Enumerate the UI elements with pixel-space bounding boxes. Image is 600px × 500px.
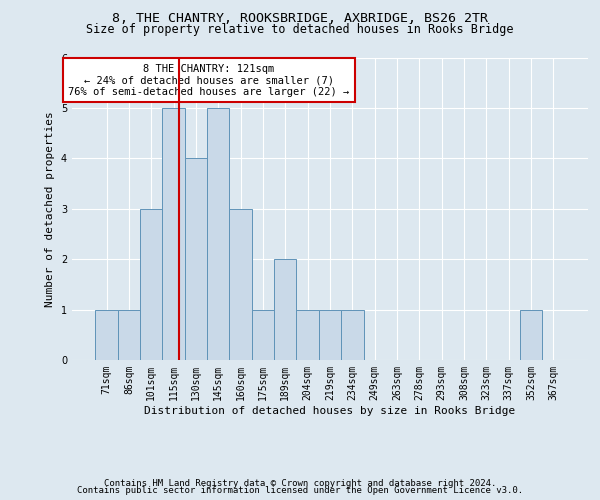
Bar	[296, 310, 319, 360]
Bar	[341, 310, 364, 360]
Bar	[163, 108, 185, 360]
Text: Size of property relative to detached houses in Rooks Bridge: Size of property relative to detached ho…	[86, 22, 514, 36]
Bar	[118, 310, 140, 360]
Bar	[140, 209, 163, 360]
Y-axis label: Number of detached properties: Number of detached properties	[46, 111, 55, 306]
Text: 8 THE CHANTRY: 121sqm
← 24% of detached houses are smaller (7)
76% of semi-detac: 8 THE CHANTRY: 121sqm ← 24% of detached …	[68, 64, 349, 97]
Bar	[319, 310, 341, 360]
Bar	[95, 310, 118, 360]
Bar	[274, 259, 296, 360]
Bar	[252, 310, 274, 360]
Text: Contains public sector information licensed under the Open Government Licence v3: Contains public sector information licen…	[77, 486, 523, 495]
Bar	[229, 209, 252, 360]
X-axis label: Distribution of detached houses by size in Rooks Bridge: Distribution of detached houses by size …	[145, 406, 515, 415]
Bar	[207, 108, 229, 360]
Bar	[520, 310, 542, 360]
Bar	[185, 158, 207, 360]
Text: Contains HM Land Registry data © Crown copyright and database right 2024.: Contains HM Land Registry data © Crown c…	[104, 478, 496, 488]
Text: 8, THE CHANTRY, ROOKSBRIDGE, AXBRIDGE, BS26 2TR: 8, THE CHANTRY, ROOKSBRIDGE, AXBRIDGE, B…	[112, 12, 488, 26]
